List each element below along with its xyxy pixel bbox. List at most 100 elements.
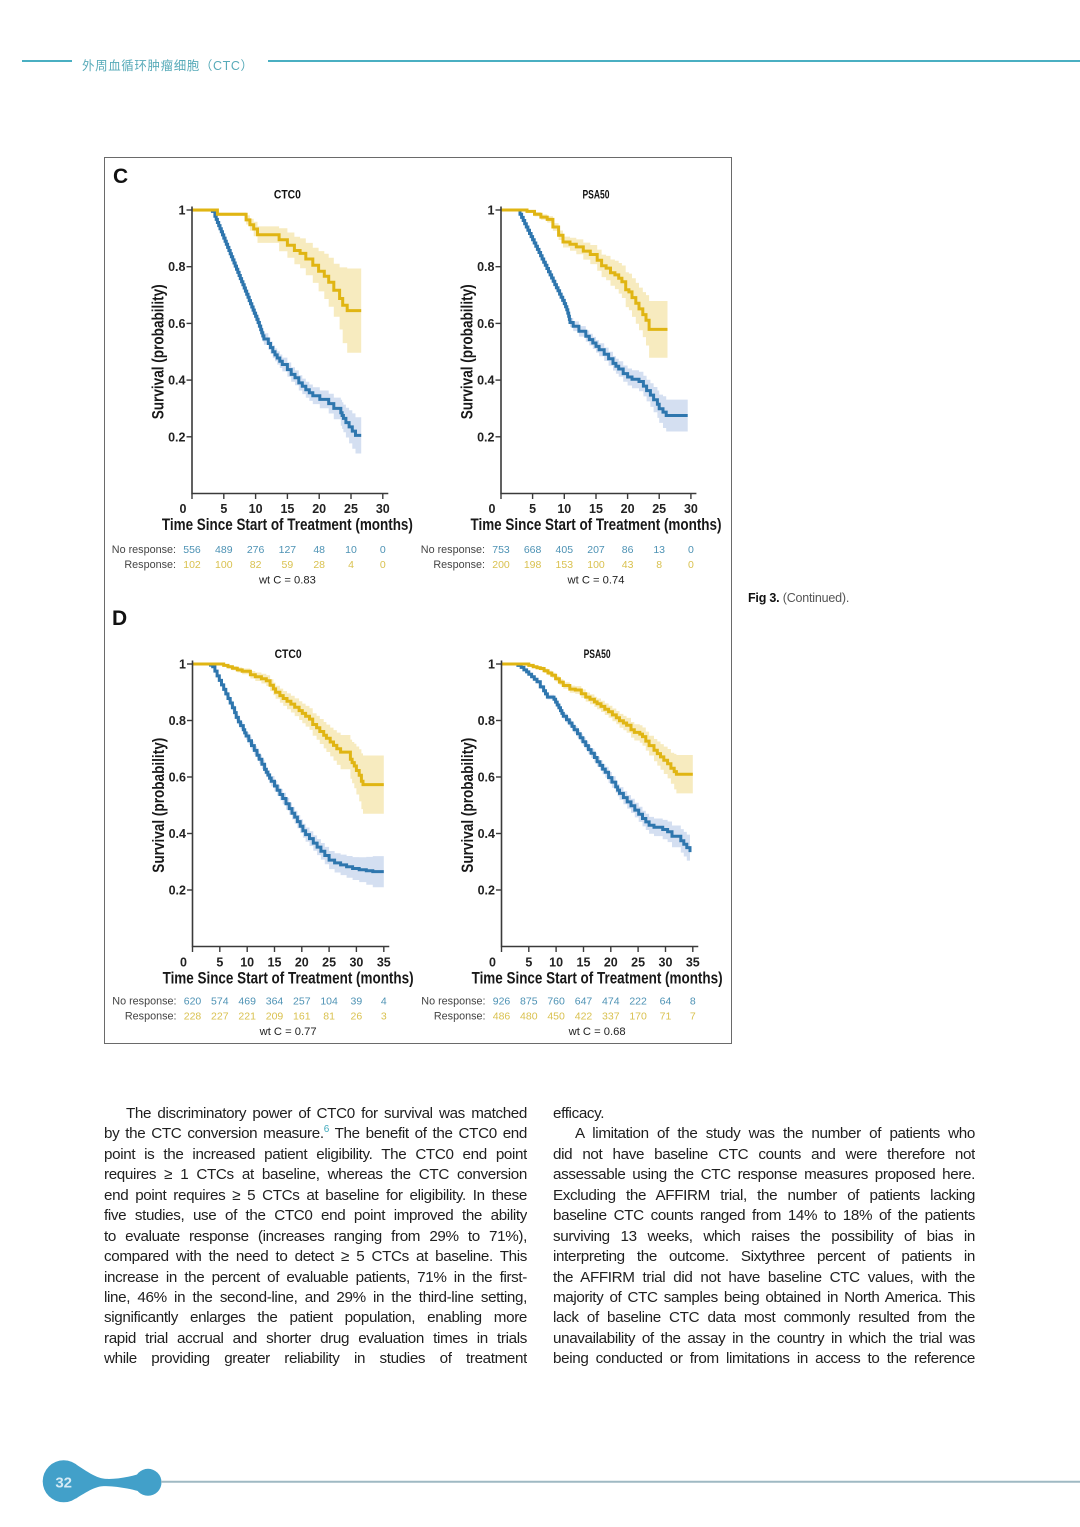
svg-text:104: 104 (320, 996, 338, 1008)
svg-text:0: 0 (180, 956, 187, 970)
svg-text:28: 28 (313, 559, 325, 571)
svg-text:4: 4 (381, 996, 387, 1008)
svg-text:10: 10 (557, 502, 571, 516)
svg-text:647: 647 (575, 996, 593, 1008)
svg-text:30: 30 (684, 502, 698, 516)
svg-text:Survival (probability): Survival (probability) (150, 738, 168, 873)
svg-text:222: 222 (629, 996, 647, 1008)
svg-text:8: 8 (690, 996, 696, 1008)
svg-text:5: 5 (529, 502, 536, 516)
svg-text:10: 10 (345, 544, 357, 556)
svg-text:620: 620 (184, 996, 202, 1008)
svg-text:35: 35 (686, 956, 700, 970)
svg-text:0: 0 (688, 544, 694, 556)
svg-text:227: 227 (211, 1011, 229, 1023)
svg-text:0.4: 0.4 (478, 827, 495, 841)
svg-text:CTC0: CTC0 (275, 647, 302, 661)
svg-text:760: 760 (547, 996, 565, 1008)
svg-text:25: 25 (631, 956, 645, 970)
svg-text:PSA50: PSA50 (584, 647, 611, 661)
svg-text:0.6: 0.6 (169, 771, 186, 785)
svg-text:10: 10 (249, 502, 263, 516)
svg-text:0: 0 (489, 956, 496, 970)
svg-text:0: 0 (380, 559, 386, 571)
svg-text:Survival (probability): Survival (probability) (459, 284, 477, 419)
svg-text:0.8: 0.8 (477, 260, 494, 274)
svg-text:102: 102 (183, 559, 201, 571)
svg-text:875: 875 (520, 996, 538, 1008)
svg-text:26: 26 (351, 1011, 363, 1023)
svg-text:15: 15 (268, 956, 282, 970)
svg-text:25: 25 (652, 502, 666, 516)
svg-text:0.8: 0.8 (169, 714, 186, 728)
svg-text:Time Since Start of Treatment: Time Since Start of Treatment (months) (471, 516, 722, 534)
svg-text:5: 5 (220, 502, 227, 516)
svg-text:0.2: 0.2 (169, 884, 186, 898)
svg-text:257: 257 (293, 996, 311, 1008)
svg-text:86: 86 (622, 544, 634, 556)
svg-text:209: 209 (266, 1011, 284, 1023)
svg-text:0.2: 0.2 (477, 430, 494, 444)
svg-text:5: 5 (525, 956, 532, 970)
svg-text:43: 43 (622, 559, 634, 571)
svg-text:wt C = 0.83: wt C = 0.83 (258, 575, 316, 587)
svg-text:Time Since Start of Treatment: Time Since Start of Treatment (months) (472, 970, 723, 988)
svg-text:0.6: 0.6 (168, 317, 185, 331)
svg-text:15: 15 (280, 502, 294, 516)
svg-text:Response:: Response: (434, 1011, 486, 1023)
svg-text:0.8: 0.8 (168, 260, 185, 274)
svg-text:wt C = 0.68: wt C = 0.68 (568, 1026, 626, 1038)
svg-text:0.4: 0.4 (169, 827, 186, 841)
svg-text:0.2: 0.2 (168, 430, 185, 444)
svg-text:100: 100 (587, 559, 605, 571)
svg-text:405: 405 (556, 544, 574, 556)
svg-text:Response:: Response: (125, 1011, 177, 1023)
svg-text:0.6: 0.6 (477, 317, 494, 331)
svg-text:170: 170 (629, 1011, 647, 1023)
svg-text:161: 161 (293, 1011, 311, 1023)
svg-text:489: 489 (215, 544, 233, 556)
svg-text:153: 153 (556, 559, 574, 571)
svg-text:0.8: 0.8 (478, 714, 495, 728)
svg-text:127: 127 (279, 544, 297, 556)
svg-text:64: 64 (660, 996, 672, 1008)
svg-text:No response:: No response: (421, 544, 485, 556)
svg-text:No response:: No response: (112, 996, 176, 1008)
svg-text:3: 3 (381, 1011, 387, 1023)
svg-text:0: 0 (489, 502, 496, 516)
svg-text:228: 228 (184, 1011, 202, 1023)
svg-text:wt C = 0.77: wt C = 0.77 (259, 1026, 317, 1038)
svg-text:668: 668 (524, 544, 542, 556)
svg-text:480: 480 (520, 1011, 538, 1023)
svg-text:20: 20 (312, 502, 326, 516)
svg-text:81: 81 (323, 1011, 335, 1023)
svg-text:PSA50: PSA50 (583, 188, 610, 202)
svg-text:926: 926 (493, 996, 511, 1008)
svg-text:0.6: 0.6 (478, 771, 495, 785)
svg-text:20: 20 (295, 956, 309, 970)
svg-text:0: 0 (180, 502, 187, 516)
svg-text:422: 422 (575, 1011, 593, 1023)
svg-text:0.4: 0.4 (477, 374, 494, 388)
svg-text:25: 25 (344, 502, 358, 516)
svg-text:D: D (112, 607, 127, 630)
svg-text:276: 276 (247, 544, 265, 556)
svg-text:Response:: Response: (124, 559, 176, 571)
svg-text:wt C = 0.74: wt C = 0.74 (567, 575, 625, 587)
svg-text:0.2: 0.2 (478, 884, 495, 898)
svg-text:39: 39 (351, 996, 363, 1008)
svg-text:35: 35 (377, 956, 391, 970)
svg-text:1: 1 (179, 204, 186, 218)
svg-text:32: 32 (55, 1475, 72, 1492)
svg-text:198: 198 (524, 559, 542, 571)
svg-text:20: 20 (621, 502, 635, 516)
svg-text:100: 100 (215, 559, 233, 571)
svg-text:15: 15 (577, 956, 591, 970)
svg-text:0: 0 (688, 559, 694, 571)
svg-text:337: 337 (602, 1011, 620, 1023)
svg-text:20: 20 (604, 956, 618, 970)
svg-text:1: 1 (488, 204, 495, 218)
svg-text:4: 4 (348, 559, 354, 571)
svg-text:71: 71 (660, 1011, 672, 1023)
svg-text:200: 200 (492, 559, 510, 571)
